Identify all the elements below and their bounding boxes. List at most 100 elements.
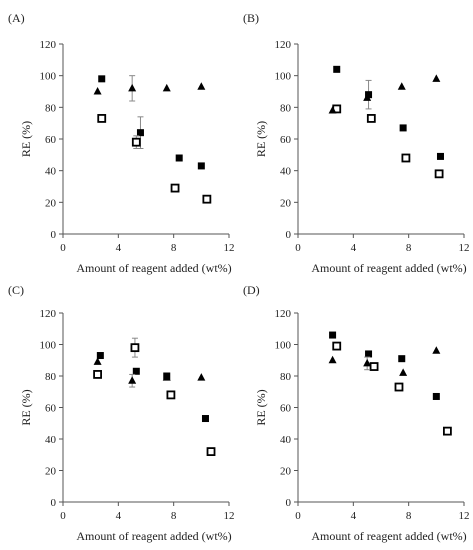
- y-tick-label: 120: [40, 308, 57, 320]
- panel-label: (C): [8, 283, 24, 297]
- data-point-open-square: [97, 114, 107, 123]
- data-point-open-square: [130, 343, 140, 353]
- chart-panel: (A) 0 20 40 60 80 100 120 0 4 8 12 Amount of reagent…: [8, 11, 235, 275]
- y-tick-label: 20: [45, 466, 57, 478]
- y-tick-label: 100: [275, 340, 292, 352]
- y-tick-label: 40: [280, 434, 292, 446]
- y-tick-label: 80: [280, 102, 292, 114]
- x-tick-label: 12: [459, 510, 470, 522]
- y-tick-label: 80: [45, 371, 57, 383]
- data-point-filled-square: [333, 65, 341, 73]
- data-point-triangle: [197, 373, 206, 381]
- x-tick-label: 4: [351, 510, 357, 522]
- x-tick-label: 0: [60, 510, 66, 522]
- y-tick-label: 120: [40, 39, 57, 51]
- x-axis-label: Amount of reagent added (wt%): [311, 261, 466, 275]
- y-tick-label: 0: [286, 497, 292, 509]
- x-tick-label: 8: [406, 242, 412, 254]
- data-point-triangle: [363, 358, 372, 367]
- data-point-triangle: [162, 83, 171, 92]
- data-point-triangle: [197, 82, 206, 90]
- chart-panel: (D) 0 20 40 60 80 100 120 0 4 8 12 Amount of reagent…: [243, 283, 470, 543]
- data-point-triangle: [432, 74, 441, 82]
- y-tick-label: 120: [275, 39, 292, 51]
- y-tick-label: 100: [275, 71, 292, 83]
- y-axis-label: RE (%): [254, 121, 268, 157]
- y-tick-label: 40: [280, 166, 292, 178]
- data-point-filled-square: [201, 415, 209, 423]
- data-point-filled-square: [98, 75, 106, 83]
- data-point-open-square: [369, 362, 379, 371]
- data-point-open-square: [434, 169, 444, 179]
- chart-panel: (C) 0 20 40 60 80 100 120 0 4 8 12 Amount of reagent…: [8, 283, 235, 543]
- y-tick-label: 40: [45, 166, 57, 178]
- y-tick-label: 40: [45, 434, 57, 446]
- data-point-triangle: [363, 93, 372, 101]
- y-tick-label: 20: [280, 466, 292, 478]
- x-tick-label: 12: [459, 242, 470, 254]
- data-point-filled-square: [136, 129, 144, 137]
- data-point-open-square: [442, 426, 452, 436]
- panel-label: (D): [243, 283, 260, 297]
- y-tick-label: 120: [275, 308, 292, 320]
- x-axis-label: Amount of reagent added (wt%): [76, 529, 231, 543]
- y-tick-label: 0: [286, 229, 292, 241]
- panel-label: (A): [8, 11, 25, 25]
- y-tick-label: 0: [51, 229, 57, 241]
- data-point-open-square: [366, 114, 376, 123]
- x-axis-label: Amount of reagent added (wt%): [76, 261, 231, 275]
- y-tick-label: 100: [40, 340, 57, 352]
- chart-panel: (B) 0 20 40 60 80 100 120 0 4 8 12 Amount of reagent…: [243, 11, 470, 275]
- data-point-filled-square: [197, 162, 205, 170]
- x-tick-label: 4: [351, 242, 357, 254]
- x-tick-label: 8: [406, 510, 412, 522]
- x-tick-label: 8: [171, 510, 177, 522]
- data-point-filled-square: [175, 154, 183, 162]
- data-point-filled-square: [365, 91, 373, 99]
- data-point-triangle: [328, 106, 337, 114]
- x-tick-label: 12: [224, 510, 235, 522]
- data-point-triangle: [93, 87, 102, 95]
- data-point-filled-square: [132, 367, 140, 375]
- data-point-triangle: [397, 82, 406, 90]
- x-axis-label: Amount of reagent added (wt%): [311, 529, 466, 543]
- x-tick-label: 8: [171, 242, 177, 254]
- y-tick-label: 100: [40, 71, 57, 83]
- x-tick-label: 0: [60, 242, 66, 254]
- y-tick-label: 80: [45, 102, 57, 114]
- y-axis-label: RE (%): [254, 389, 268, 425]
- y-tick-label: 80: [280, 371, 292, 383]
- data-point-triangle: [432, 346, 441, 354]
- y-tick-label: 60: [45, 134, 57, 146]
- data-point-triangle: [128, 376, 137, 384]
- data-point-open-square: [170, 183, 180, 193]
- data-point-open-square: [202, 194, 212, 204]
- data-point-triangle: [128, 83, 137, 92]
- data-point-triangle: [328, 355, 337, 364]
- data-point-open-square: [166, 390, 176, 400]
- data-point-open-square: [394, 382, 404, 392]
- x-tick-label: 4: [116, 510, 122, 522]
- panel-label: (B): [243, 11, 259, 25]
- data-point-triangle: [399, 368, 408, 376]
- data-point-filled-square: [436, 152, 444, 160]
- data-point-filled-square: [365, 350, 373, 358]
- data-point-filled-square: [399, 124, 407, 132]
- y-axis-label: RE (%): [19, 389, 33, 425]
- data-point-filled-square: [96, 352, 104, 360]
- data-point-filled-square: [432, 392, 440, 400]
- data-point-triangle: [162, 373, 171, 381]
- data-point-open-square: [93, 370, 102, 379]
- data-point-open-square: [332, 341, 342, 351]
- data-point-open-square: [131, 137, 141, 147]
- x-tick-label: 0: [295, 510, 301, 522]
- y-tick-label: 0: [51, 497, 57, 509]
- y-tick-label: 60: [280, 403, 292, 415]
- y-axis-label: RE (%): [19, 121, 33, 157]
- data-point-triangle: [93, 357, 102, 365]
- y-tick-label: 60: [280, 134, 292, 146]
- x-tick-label: 12: [224, 242, 235, 254]
- data-point-filled-square: [329, 331, 337, 339]
- x-tick-label: 4: [116, 242, 122, 254]
